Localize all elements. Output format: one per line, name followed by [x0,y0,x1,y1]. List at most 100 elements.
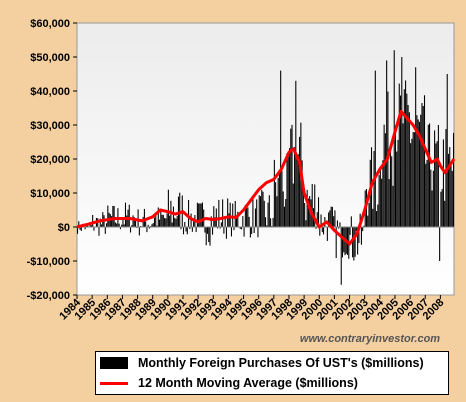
monthly-bar [307,198,309,227]
monthly-bar [291,124,293,227]
monthly-bar [391,156,393,227]
monthly-bar [234,200,236,227]
monthly-bar [227,198,229,227]
monthly-bar [157,207,159,227]
monthly-bar [229,202,231,227]
monthly-bar [282,191,284,227]
monthly-bar [372,208,374,227]
monthly-bar [232,203,234,227]
monthly-bar [362,227,364,232]
monthly-bar [147,224,149,227]
monthly-bar [169,215,171,227]
monthly-bar [272,217,274,227]
monthly-bar [408,112,410,227]
monthly-bar [107,205,109,227]
monthly-bar [162,214,164,227]
monthly-bar [242,216,244,227]
monthly-bar [349,227,351,235]
monthly-bar [379,169,381,227]
monthly-bar [299,136,301,227]
monthly-bar [286,153,288,227]
monthly-bar [429,123,431,227]
monthly-bar [191,227,193,232]
monthly-bar [267,202,269,227]
monthly-bar [258,195,260,227]
monthly-bar [329,210,331,227]
monthly-bar [214,217,216,227]
monthly-bar [133,217,135,227]
monthly-bar [418,121,420,227]
monthly-bar [100,224,103,227]
monthly-bar [444,200,446,227]
monthly-bar [377,204,379,227]
y-tick-label: $10,000 [30,188,70,200]
monthly-bar [93,227,95,231]
legend-swatch-bars [100,357,128,369]
monthly-bar [323,227,325,235]
monthly-bar [233,227,235,231]
legend-label-average: 12 Month Moving Average ($millions) [138,376,358,390]
monthly-bar [311,184,313,227]
monthly-bar [219,227,221,229]
monthly-bar [153,217,156,227]
monthly-bar [212,227,214,235]
monthly-bar [252,198,254,227]
monthly-bar [148,227,150,229]
monthly-bar [79,227,81,230]
monthly-bar [401,57,403,227]
monthly-bar [304,203,306,227]
y-tick-label: $30,000 [30,120,70,132]
monthly-bar [262,191,264,227]
monthly-bar [261,189,263,227]
monthly-bar [210,216,212,227]
monthly-bar [175,218,177,227]
monthly-bar [253,227,255,234]
monthly-bar [440,191,442,227]
monthly-bar [182,227,185,235]
monthly-bar [172,206,174,227]
monthly-bar [246,207,248,227]
monthly-bar [357,227,359,255]
monthly-bar [381,178,383,227]
monthly-bar [259,196,262,227]
legend-label-monthly: Monthly Foreign Purchases Of UST's ($mil… [138,356,424,370]
monthly-bar [188,199,190,227]
monthly-bar [228,213,230,227]
monthly-bar [277,177,279,227]
monthly-bar [407,104,409,227]
monthly-bar [382,160,384,227]
monthly-bar [287,152,289,227]
monthly-bar [399,95,402,227]
monthly-bar [317,197,320,227]
monthly-bar [213,206,215,227]
monthly-bar [123,224,125,227]
monthly-bar [220,222,222,227]
monthly-bar [222,199,224,227]
monthly-bar [116,223,118,227]
monthly-bar [353,227,355,261]
monthly-bar [151,224,153,227]
monthly-bar [294,147,296,227]
monthly-bar [167,189,169,227]
monthly-bar [290,128,292,227]
monthly-bar [112,205,114,227]
monthly-bar [161,214,163,227]
monthly-bar [335,227,337,259]
monthly-bar [384,133,386,227]
monthly-bar [208,227,210,243]
y-tick-label: $20,000 [30,154,70,166]
monthly-bar [205,227,207,246]
monthly-bar [122,219,124,227]
monthly-bar [270,218,272,227]
monthly-bar [131,225,133,227]
monthly-bar [413,132,415,227]
monthly-bar [99,218,101,227]
monthly-bar [368,202,370,227]
monthly-bar [174,217,176,227]
monthly-bar [376,211,378,227]
monthly-bar [296,159,298,227]
monthly-bar [389,146,391,227]
monthly-bar [367,215,369,227]
monthly-bar [137,209,139,227]
y-tick-label: $50,000 [30,52,70,64]
